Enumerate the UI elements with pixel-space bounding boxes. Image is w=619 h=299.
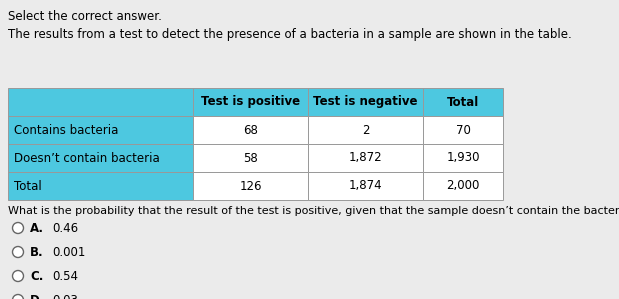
Text: Test is negative: Test is negative bbox=[313, 95, 418, 109]
Text: Select the correct answer.: Select the correct answer. bbox=[8, 10, 162, 23]
Bar bbox=[423, 172, 503, 200]
Text: C.: C. bbox=[30, 269, 43, 283]
Bar bbox=[308, 144, 423, 172]
Bar bbox=[193, 88, 308, 116]
Text: 1,874: 1,874 bbox=[348, 179, 383, 193]
Text: 126: 126 bbox=[240, 179, 262, 193]
Bar bbox=[8, 144, 193, 172]
Text: D.: D. bbox=[30, 294, 45, 299]
Bar bbox=[193, 172, 308, 200]
Text: A.: A. bbox=[30, 222, 44, 234]
Bar bbox=[423, 144, 503, 172]
Text: 0.54: 0.54 bbox=[52, 269, 78, 283]
Text: B.: B. bbox=[30, 245, 43, 259]
Text: Total: Total bbox=[447, 95, 479, 109]
Text: 68: 68 bbox=[243, 123, 258, 137]
Bar bbox=[8, 88, 193, 116]
Bar bbox=[8, 172, 193, 200]
Text: 0.001: 0.001 bbox=[52, 245, 85, 259]
Text: 2: 2 bbox=[361, 123, 370, 137]
Bar bbox=[308, 172, 423, 200]
Text: 2,000: 2,000 bbox=[446, 179, 480, 193]
Bar bbox=[423, 88, 503, 116]
Text: 1,872: 1,872 bbox=[348, 152, 383, 164]
Text: 58: 58 bbox=[243, 152, 258, 164]
Circle shape bbox=[12, 271, 24, 281]
Bar bbox=[8, 116, 193, 144]
Text: 0.46: 0.46 bbox=[52, 222, 78, 234]
Text: What is the probability that the result of the test is positive, given that the : What is the probability that the result … bbox=[8, 206, 619, 216]
Bar bbox=[423, 116, 503, 144]
Circle shape bbox=[12, 295, 24, 299]
Text: 0.03: 0.03 bbox=[52, 294, 78, 299]
Text: The results from a test to detect the presence of a bacteria in a sample are sho: The results from a test to detect the pr… bbox=[8, 28, 572, 41]
Bar bbox=[308, 88, 423, 116]
Text: 70: 70 bbox=[456, 123, 470, 137]
Text: Contains bacteria: Contains bacteria bbox=[14, 123, 118, 137]
Bar bbox=[193, 144, 308, 172]
Bar bbox=[193, 116, 308, 144]
Text: 1,930: 1,930 bbox=[446, 152, 480, 164]
Circle shape bbox=[12, 222, 24, 234]
Bar bbox=[308, 116, 423, 144]
Text: Doesn’t contain bacteria: Doesn’t contain bacteria bbox=[14, 152, 160, 164]
Circle shape bbox=[12, 246, 24, 257]
Text: Test is positive: Test is positive bbox=[201, 95, 300, 109]
Text: Total: Total bbox=[14, 179, 41, 193]
